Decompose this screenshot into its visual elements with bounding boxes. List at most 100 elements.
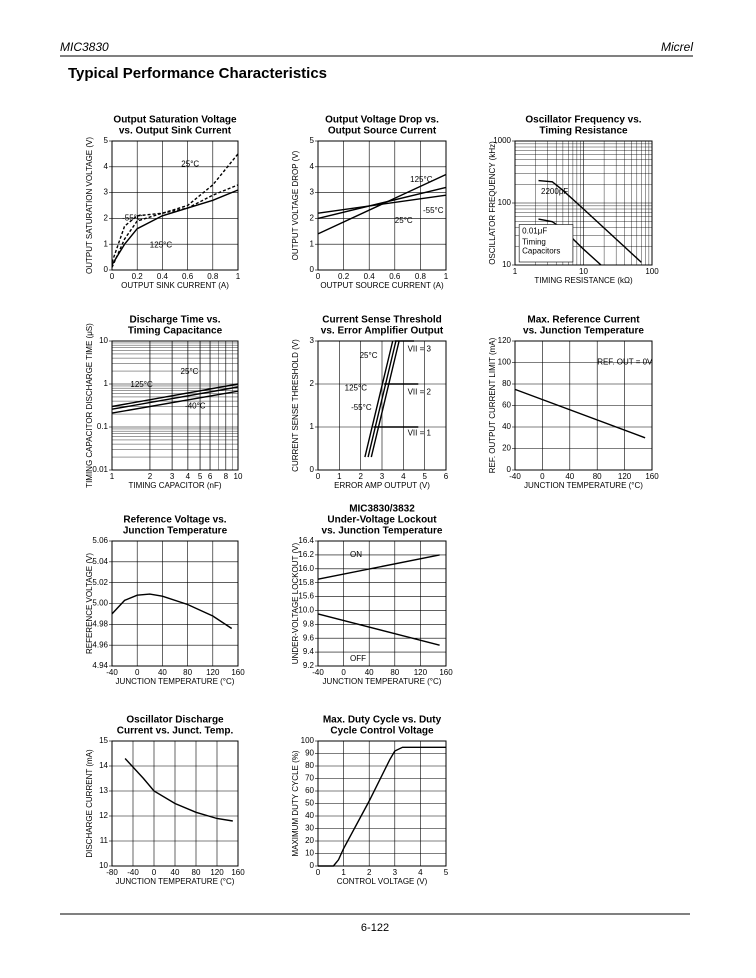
y-tick-label: 15.6: [298, 592, 314, 601]
x-tick-label: 0: [316, 868, 321, 877]
x-tick-label: 0.4: [157, 272, 169, 281]
chart-title: Current Sense Threshold: [322, 315, 441, 326]
series-line: [538, 179, 642, 263]
y-tick-label: 3: [104, 188, 109, 197]
x-tick-label: 0.2: [132, 272, 144, 281]
chart-title: vs. Junction Temperature: [523, 326, 644, 337]
x-tick-label: -80: [106, 868, 118, 877]
plot-frame: [514, 340, 653, 471]
note: Timing: [522, 238, 546, 247]
x-axis-label: OUTPUT SOURCE CURRENT (A): [320, 281, 444, 290]
y-axis-label: CURRENT SENSE THRESHOLD (V): [291, 339, 300, 472]
y-tick-label: 0: [507, 465, 512, 474]
y-tick-label: 1: [104, 239, 109, 248]
y-tick-label: 2: [104, 214, 109, 223]
x-tick-label: 0: [110, 272, 115, 281]
plot-frame: [514, 140, 653, 266]
y-tick-label: 100: [498, 358, 512, 367]
y-tick-label: 60: [502, 401, 511, 410]
y-axis-label: REFERENCE VOLTAGE (V): [85, 553, 94, 654]
chart: -40 0 40 80 120 160 4.94 4.96 4.98 5.00 5.02 5.04 5.…: [85, 515, 245, 686]
x-tick-label: 2: [367, 868, 372, 877]
series-line: [111, 189, 239, 266]
x-tick-label: 40: [158, 668, 167, 677]
chart-title: Reference Voltage vs.: [123, 515, 226, 526]
x-tick-label: 4: [401, 472, 406, 481]
series-label: 25°C: [181, 159, 199, 168]
x-tick-label: 0: [316, 272, 321, 281]
x-tick-label: -40: [127, 868, 139, 877]
series-label: 125°C: [150, 241, 173, 250]
chart: -40 0 40 80 120 160 9.2 9.4 9.6 9.8 10.0 15.6 15.8 16…: [291, 504, 453, 686]
y-tick-label: 16.0: [298, 564, 314, 573]
y-tick-label: 100: [301, 736, 315, 745]
y-tick-label: 10: [502, 260, 511, 269]
x-axis-label: TIMING RESISTANCE (kΩ): [534, 276, 633, 285]
plot-frame: [317, 340, 447, 471]
x-tick-label: 5: [444, 868, 449, 877]
y-tick-label: 50: [305, 799, 314, 808]
y-tick-label: 9.4: [303, 647, 315, 656]
y-tick-label: 10.0: [298, 606, 314, 615]
x-axis-label: JUNCTION TEMPERATURE (°C): [524, 481, 643, 490]
y-tick-label: 5.02: [92, 578, 108, 587]
y-tick-label: 4: [104, 162, 109, 171]
y-axis-label: OUTPUT VOLTAGE DROP (V): [291, 150, 300, 260]
y-tick-label: 5.04: [92, 557, 108, 566]
y-tick-label: 5: [310, 136, 315, 145]
x-tick-label: 0.4: [364, 272, 376, 281]
y-tick-label: 100: [498, 198, 512, 207]
series-label: -55°C: [423, 206, 444, 215]
y-tick-label: 2: [310, 214, 315, 223]
x-tick-label: 0.6: [182, 272, 194, 281]
y-tick-label: 20: [502, 444, 511, 453]
y-axis-label: MAXIMUM DUTY CYCLE (%): [291, 750, 300, 856]
x-tick-label: 4: [186, 472, 191, 481]
series-label: REF. OUT = 0V: [597, 358, 653, 367]
x-tick-label: 3: [170, 472, 175, 481]
x-axis-label: JUNCTION TEMPERATURE (°C): [323, 677, 442, 686]
chart: 0 0.2 0.4 0.6 0.8 1 0 1 2 3 4 5 Output Saturation Vo…: [85, 115, 241, 290]
series-label: OFF: [350, 654, 366, 663]
chart-title: Max. Duty Cycle vs. Duty: [323, 715, 442, 726]
chart-title: Output Voltage Drop vs.: [325, 115, 439, 126]
note: Capacitors: [522, 247, 560, 256]
chart-title: Output Source Current: [328, 126, 437, 137]
x-tick-label: 40: [365, 668, 374, 677]
y-tick-label: 4.96: [92, 640, 108, 649]
y-tick-label: 10: [305, 849, 314, 858]
chart-title: Oscillator Frequency vs.: [525, 115, 641, 126]
y-axis-label: TIMING CAPACITOR DISCHARGE TIME (μS): [85, 323, 94, 488]
series-line: [111, 386, 239, 410]
x-tick-label: -40: [509, 472, 521, 481]
x-tick-label: 80: [183, 668, 192, 677]
x-tick-label: 1: [337, 472, 342, 481]
y-tick-label: 15.8: [298, 578, 314, 587]
chart-title: Cycle Control Voltage: [330, 726, 434, 737]
y-tick-label: 16.2: [298, 550, 314, 559]
series-label: 25°C: [360, 351, 378, 360]
y-tick-label: 70: [305, 774, 314, 783]
x-tick-label: 80: [390, 668, 399, 677]
series-line: [514, 388, 646, 439]
series-line: [111, 383, 239, 408]
x-tick-label: 160: [231, 668, 245, 677]
chart: 1 2 3 4 5 6 8 10 0.01 0.1 1 10 Discharge Time vs.Tim…: [85, 315, 243, 490]
x-tick-label: 1: [341, 868, 346, 877]
series-label: ON: [350, 550, 362, 559]
x-tick-label: 40: [171, 868, 180, 877]
y-tick-label: 80: [502, 379, 511, 388]
plot-frame: [111, 740, 239, 867]
y-tick-label: 5.06: [92, 536, 108, 545]
x-tick-label: 1: [513, 267, 518, 276]
y-axis-label: DISCHARGE CURRENT (mA): [85, 749, 94, 858]
x-tick-label: 0.6: [389, 272, 401, 281]
y-tick-label: 14: [99, 761, 108, 770]
chart-title: Discharge Time vs.: [130, 315, 221, 326]
plot-frame: [111, 540, 239, 667]
y-tick-label: 5: [104, 136, 109, 145]
series-line: [317, 613, 440, 646]
y-tick-label: 1000: [493, 136, 511, 145]
x-tick-label: 2: [358, 472, 363, 481]
